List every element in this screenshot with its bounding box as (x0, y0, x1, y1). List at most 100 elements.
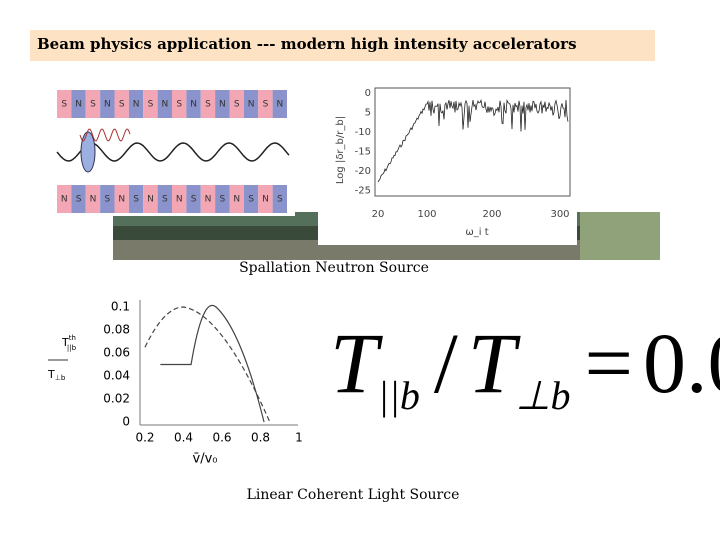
magnet-pole (100, 90, 115, 118)
magnet-pole (128, 90, 144, 118)
y-axis-label: Log |δr_b/r_b| (335, 116, 346, 184)
pole-label: S (90, 100, 96, 110)
magnet-pole (215, 185, 230, 213)
y-label-sub: ||b (67, 344, 77, 352)
eq-den: T (468, 315, 521, 411)
pole-label: N (104, 100, 111, 110)
eq-num: T (330, 315, 383, 411)
pole-label: S (205, 100, 211, 110)
y-tick-label: 0.08 (103, 323, 130, 337)
magnet-pole (143, 90, 158, 118)
x-tick-label: 0.8 (251, 431, 270, 445)
eq-den-sub: ⊥b (516, 373, 571, 418)
y-label-den-sub: ⊥b (55, 374, 66, 382)
sns-caption: Spallation Neutron Source (239, 260, 429, 276)
y-label-t: T (61, 336, 69, 349)
y-tick-label: 0.04 (103, 369, 130, 383)
magnet-pole (157, 185, 172, 213)
pole-label: N (176, 195, 183, 205)
y-tick-label: 0.1 (111, 300, 130, 314)
magnet-pole (143, 185, 158, 213)
x-tick-label: 300 (550, 209, 569, 220)
y-tick-label: -10 (355, 127, 371, 138)
x-label: v̄/v₀ (193, 452, 218, 467)
pole-label: N (75, 100, 82, 110)
magnet-pole (215, 90, 230, 118)
y-tick-label: 0.02 (103, 392, 130, 406)
magnet-pole (172, 185, 187, 213)
pole-label: N (219, 100, 226, 110)
y-tick-label: 0 (365, 88, 371, 99)
solid-curve (160, 304, 265, 423)
undulator-figure: S N S N S N S N S N S N S N S NN S N S N S N S N S N S N S N S (55, 88, 295, 216)
pole-label: S (148, 100, 154, 110)
magnet-pole (272, 90, 287, 118)
radiation-wave (79, 128, 131, 142)
magnet-pole (157, 90, 172, 118)
y-tick-label: -20 (355, 166, 371, 177)
magnet-pole (186, 90, 201, 118)
magnet-pole (85, 90, 101, 118)
beam-wave (56, 142, 290, 162)
title-bar (30, 30, 655, 61)
eq-equals: = (584, 315, 633, 411)
magnet-pole (200, 185, 216, 213)
pole-label: S (119, 100, 125, 110)
pole-label: N (248, 100, 255, 110)
eq-value: 0.01 (643, 315, 720, 411)
dashed-curve (144, 306, 271, 423)
y-tick-label: 5 (365, 108, 371, 119)
y-tick-label: -25 (355, 186, 371, 197)
x-tick-label: 20 (372, 209, 385, 220)
pole-label: S (61, 100, 67, 110)
electron-bunch (80, 131, 96, 173)
pole-label: S (234, 100, 240, 110)
pole-label: N (276, 100, 283, 110)
pole-label: N (190, 100, 197, 110)
temperature-plot: Tth ||b T⊥b v̄/v₀ 0.10.080.060.040.0200.2… (47, 288, 303, 470)
eq-slash: / (434, 315, 458, 411)
pole-label: S (191, 195, 197, 205)
pole-label: S (133, 195, 139, 205)
pole-label: N (61, 195, 68, 205)
slide-title: Beam physics application --- modern high… (37, 35, 577, 53)
x-tick-label: 0.2 (135, 431, 154, 445)
magnet-pole (229, 185, 244, 213)
pole-label: N (262, 195, 269, 205)
magnet-pole (200, 90, 216, 118)
pole-label: S (277, 195, 283, 205)
x-axis-label: ω_i t (465, 227, 488, 238)
pole-label: S (219, 195, 225, 205)
x-tick-label: 200 (482, 209, 501, 220)
magnet-pole (100, 185, 115, 213)
magnet-pole (128, 185, 144, 213)
pole-label: N (161, 100, 168, 110)
pole-label: N (118, 195, 125, 205)
magnet-pole (57, 90, 72, 118)
pole-label: S (248, 195, 254, 205)
y-label: Tth ||b (61, 334, 77, 352)
pole-label: N (147, 195, 154, 205)
magnet-pole (172, 90, 187, 118)
y-label-den-t: T (47, 368, 55, 381)
equation: T||b/T⊥b=0.01 (330, 315, 720, 418)
pole-label: S (263, 100, 269, 110)
pole-label: S (104, 195, 110, 205)
pole-label: N (90, 195, 97, 205)
magnet-pole (243, 90, 259, 118)
y-tick-label: 0.06 (103, 346, 130, 360)
magnet-pole (71, 90, 86, 118)
lcls-caption: Linear Coherent Light Source (247, 487, 460, 503)
magnet-pole (85, 185, 101, 213)
y-tick-label: 0 (122, 415, 130, 429)
x-tick-label: 0.4 (174, 431, 193, 445)
magnet-pole (57, 185, 72, 213)
pole-label: N (233, 195, 240, 205)
magnet-pole (258, 185, 273, 213)
magnet-pole (114, 90, 129, 118)
x-tick-label: 100 (417, 209, 436, 220)
eq-num-sub: ||b (378, 373, 420, 418)
magnet-pole (229, 90, 244, 118)
growth-curve (377, 98, 569, 183)
